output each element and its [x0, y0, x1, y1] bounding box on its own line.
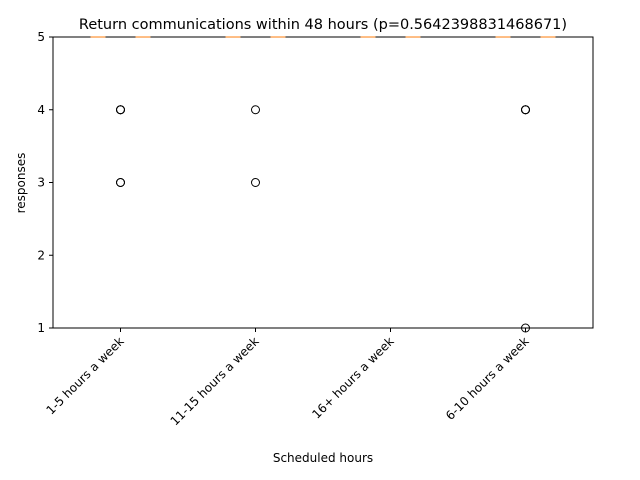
- outlier-point: [116, 178, 125, 187]
- x-tick-label: 11-15 hours a week: [168, 334, 262, 428]
- outlier-point: [251, 105, 260, 115]
- outlier-point: [521, 105, 530, 115]
- outlier-point: [251, 178, 260, 187]
- outlier-point: [116, 105, 125, 115]
- boxes-layer: [90, 36, 556, 333]
- x-tick-label: 6-10 hours a week: [443, 334, 532, 423]
- x-axis-title: Scheduled hours: [273, 451, 373, 465]
- box-group: [90, 36, 151, 187]
- x-axis: 1-5 hours a week 11-15 hours a week 16+ ho…: [43, 328, 532, 428]
- chart-title: Return communications within 48 hours (p…: [79, 17, 567, 33]
- y-tick-label: 5: [37, 30, 45, 44]
- x-tick-label: 1-5 hours a week: [43, 334, 126, 417]
- box-group: [495, 36, 556, 333]
- y-axis: 1 2 3 4 5: [37, 30, 53, 335]
- x-tick-label: 16+ hours a week: [309, 334, 396, 421]
- y-tick-label: 3: [37, 176, 45, 190]
- y-tick-label: 4: [37, 103, 45, 117]
- y-tick-label: 1: [37, 321, 45, 335]
- outlier-point: [521, 323, 530, 333]
- plot-area-frame: [52, 36, 594, 329]
- box-group: [225, 36, 286, 187]
- y-axis-title: responses: [14, 153, 28, 214]
- y-tick-label: 2: [37, 248, 45, 262]
